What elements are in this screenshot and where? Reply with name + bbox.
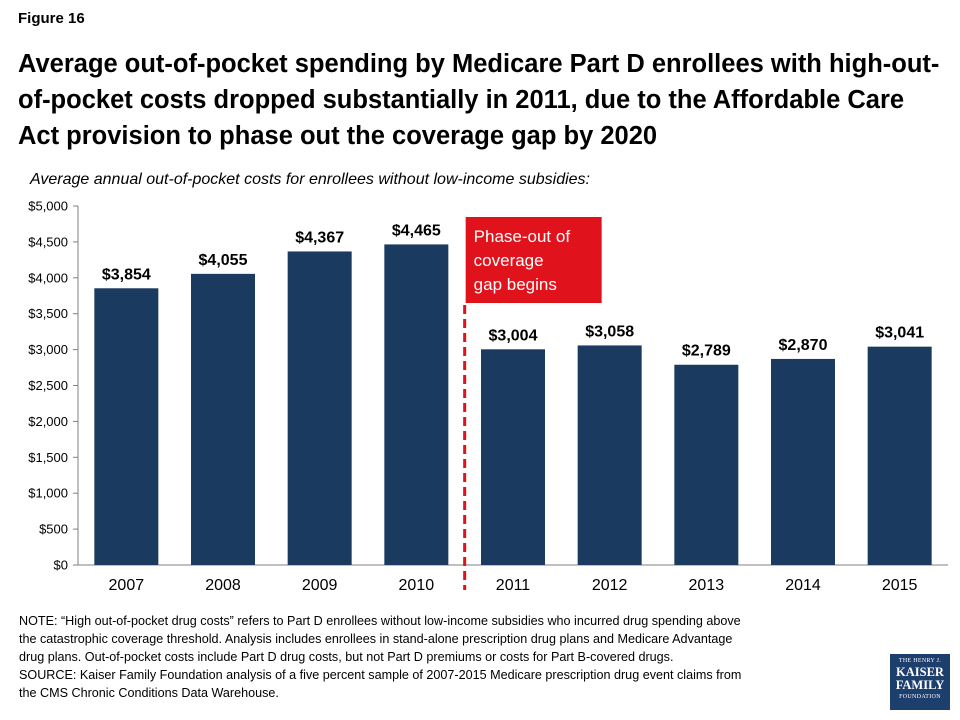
y-tick-label: $3,000 [28, 342, 68, 357]
y-tick-label: $2,500 [28, 378, 68, 393]
y-tick-label: $5,000 [28, 199, 68, 214]
note-line: drug plans. Out-of-pocket costs include … [19, 650, 674, 664]
logo-text: THE HENRY J. [898, 658, 942, 664]
data-label: $3,004 [489, 327, 538, 344]
y-tick-label: $4,500 [28, 234, 68, 249]
y-tick-label: $2,000 [28, 414, 68, 429]
x-tick-label: 2011 [496, 577, 531, 594]
annotation-text: gap begins [474, 275, 557, 294]
x-tick-label: 2012 [592, 577, 628, 594]
x-tick-label: 2014 [785, 577, 821, 594]
source-line: SOURCE: Kaiser Family Foundation analysi… [19, 668, 742, 682]
bar [674, 364, 739, 565]
data-label: $3,058 [585, 323, 634, 340]
data-label: $4,465 [392, 222, 441, 239]
data-label: $2,789 [682, 343, 731, 360]
data-label: $3,854 [102, 266, 151, 283]
bar [867, 346, 932, 565]
y-tick-label: $1,500 [28, 450, 68, 465]
x-tick-label: 2013 [689, 577, 725, 594]
bar [94, 288, 159, 565]
chart-title: Average out-of-pocket spending by Medica… [18, 50, 940, 150]
data-label: $2,870 [779, 337, 828, 354]
y-tick-label: $1,000 [28, 486, 68, 501]
bar-chart: $0 $500 $1,000 $1,500 $2,000 $2,500 $3,000 $3,5… [28, 199, 948, 594]
y-tick-label: $3,500 [28, 306, 68, 321]
bar [771, 358, 835, 565]
note-line: the catastrophic coverage threshold. Ana… [19, 632, 733, 646]
note-block: NOTE: “High out-of-pocket drug costs” re… [19, 612, 879, 702]
x-tick-label: 2015 [882, 577, 918, 594]
bar [384, 244, 449, 565]
note-line: NOTE: “High out-of-pocket drug costs” re… [19, 614, 741, 628]
y-tick-label: $4,000 [28, 270, 68, 285]
x-tick-label: 2010 [399, 577, 435, 594]
y-tick-label: $0 [54, 558, 68, 573]
bar [191, 273, 255, 565]
logo-text: FOUNDATION [899, 694, 941, 700]
logo-text: KAISER [896, 665, 944, 679]
x-tick-label: 2009 [302, 577, 338, 594]
chart-subtitle: Average annual out-of-pocket costs for e… [30, 171, 590, 188]
bar [481, 349, 545, 565]
data-label: $4,055 [199, 252, 248, 269]
source-line: the CMS Chronic Conditions Data Warehous… [19, 686, 279, 700]
data-label: $3,041 [875, 325, 924, 342]
bar [287, 251, 352, 565]
bar [577, 345, 642, 565]
y-tick-label: $500 [39, 522, 68, 537]
x-tick-label: 2007 [109, 577, 145, 594]
logo-text: FAMILY [895, 678, 945, 692]
data-label: $4,367 [295, 229, 344, 246]
figure-label: Figure 16 [18, 10, 85, 27]
annotation-text: Phase-out of [474, 227, 571, 246]
annotation-text: coverage [474, 251, 544, 270]
kff-logo: THE HENRY J. KAISER FAMILY FOUNDATION [890, 654, 950, 710]
x-tick-label: 2008 [205, 577, 241, 594]
annotation-box [465, 217, 602, 303]
